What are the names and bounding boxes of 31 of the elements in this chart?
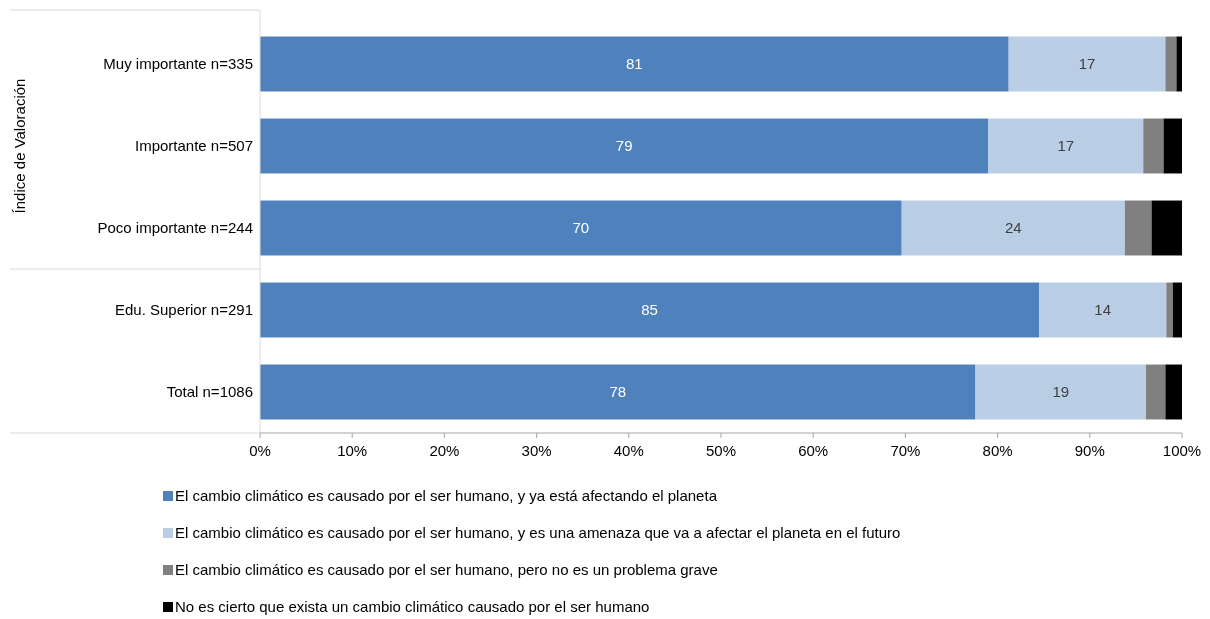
y-tick-label: Muy importante n=335: [103, 55, 253, 73]
data-label: 19: [1052, 383, 1070, 401]
x-tick-label: 20%: [429, 442, 460, 460]
data-label: 85: [641, 301, 658, 319]
x-tick-label: 0%: [249, 442, 271, 460]
x-tick-label: 10%: [337, 442, 368, 460]
data-label: 81: [625, 55, 643, 73]
x-tick-label: 100%: [1162, 442, 1202, 460]
y-axis-title: Índice de Valoración: [11, 78, 29, 214]
legend-label: El cambio climático es causado por el ser humano, y ya está afectando el planeta: [175, 487, 718, 505]
data-label: 78: [609, 383, 627, 401]
data-label: 70: [572, 219, 590, 237]
y-tick-label: Poco importante n=244: [97, 219, 253, 237]
legend-label: El cambio climático es causado por el ser humano, pero no es un problema grave: [175, 561, 718, 579]
data-label: 14: [1094, 301, 1112, 319]
x-tick-label: 50%: [705, 442, 737, 460]
y-tick-label: Importante n=507: [134, 137, 253, 155]
data-label: 17: [1078, 55, 1096, 73]
x-tick-label: 80%: [982, 442, 1013, 460]
data-label: 17: [1057, 137, 1075, 155]
y-tick-label: Edu. Superior n=291: [114, 301, 253, 319]
y-tick-label: Total n=1086: [166, 383, 253, 401]
legend-label: No es cierto que exista un cambio climático causado por el ser humano: [175, 598, 650, 616]
x-tick-label: 90%: [1074, 442, 1105, 460]
x-tick-label: 40%: [613, 442, 644, 460]
data-label: 79: [615, 137, 633, 155]
x-tick-label: 30%: [521, 442, 552, 460]
legend-label: El cambio climático es causado por el ser humano, y es una amenaza que va a afectar el planeta en el futuro: [175, 524, 901, 542]
data-label: 24: [1004, 219, 1022, 237]
x-tick-label: 60%: [798, 442, 829, 460]
x-tick-label: 70%: [890, 442, 921, 460]
